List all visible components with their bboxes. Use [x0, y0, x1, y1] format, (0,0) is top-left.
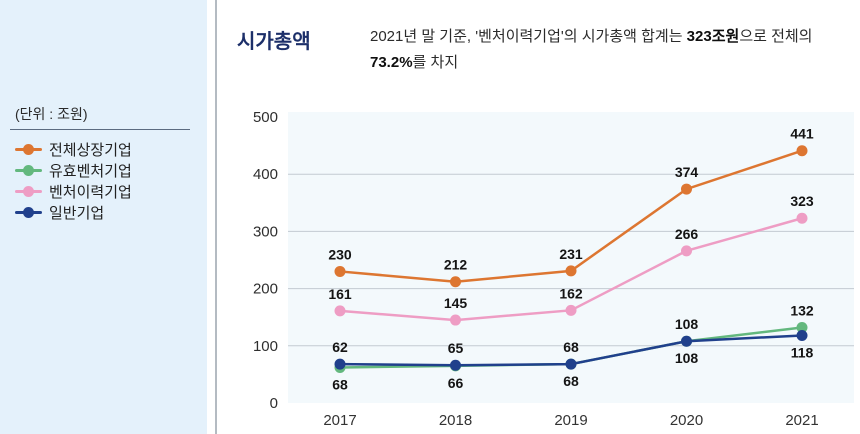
legend-item-total-listed: 전체상장기업 [15, 139, 132, 160]
x-axis-label: 2020 [670, 412, 703, 429]
data-label: 374 [675, 164, 699, 180]
data-label: 68 [332, 377, 348, 393]
y-axis-tick: 0 [270, 395, 278, 412]
y-axis-tick: 300 [253, 223, 278, 240]
chart-description: 2021년 말 기준, '벤처이력기업'의 시가총액 합계는 323조원으로 전… [370, 24, 812, 76]
data-label: 266 [675, 226, 699, 242]
data-point [681, 245, 692, 257]
data-label: 108 [675, 316, 699, 332]
data-label: 162 [559, 285, 583, 301]
data-point [681, 335, 692, 347]
legend-marker-icon [15, 144, 42, 155]
data-label: 68 [563, 373, 579, 389]
data-label: 441 [790, 126, 814, 142]
desc-text: 으로 전체의 [739, 28, 813, 45]
legend-divider [10, 129, 190, 130]
data-label: 161 [328, 286, 352, 302]
x-axis-label: 2017 [323, 412, 356, 429]
data-label: 68 [563, 339, 579, 355]
x-axis-label: 2021 [785, 412, 818, 429]
data-label: 231 [559, 246, 583, 262]
data-point [565, 358, 577, 370]
data-point [681, 183, 692, 195]
data-point [450, 314, 461, 326]
data-point [565, 265, 577, 277]
y-axis-tick: 400 [253, 166, 278, 183]
y-axis-tick: 500 [253, 109, 278, 126]
y-axis-tick: 200 [253, 281, 278, 298]
page-title: 시가총액 [237, 31, 311, 53]
desc-highlight-percent: 73.2% [370, 54, 413, 71]
data-point [334, 305, 346, 317]
data-point [565, 304, 577, 316]
data-label: 323 [790, 193, 814, 209]
data-point [334, 358, 346, 370]
legend-label: 전체상장기업 [49, 142, 132, 159]
data-point [796, 321, 808, 333]
data-label: 66 [448, 375, 464, 391]
desc-text: 를 차지 [412, 54, 459, 71]
legend-label: 일반기업 [49, 205, 105, 222]
data-point [450, 359, 461, 371]
data-label: 212 [444, 257, 468, 273]
legend-item-general: 일반기업 [15, 202, 132, 223]
plot-area [288, 112, 854, 403]
data-label: 118 [791, 345, 814, 361]
data-point [796, 212, 808, 224]
data-point [450, 276, 461, 288]
y-axis-tick: 100 [253, 338, 278, 355]
data-point [796, 330, 808, 342]
legend: 전체상장기업 유효벤처기업 벤처이력기업 일반기업 [15, 139, 132, 223]
data-point [334, 265, 346, 277]
legend-item-venture-history: 벤처이력기업 [15, 181, 132, 202]
data-label: 62 [332, 339, 348, 355]
data-label: 108 [675, 350, 699, 366]
x-axis-label: 2018 [439, 412, 472, 429]
data-label: 65 [448, 340, 464, 356]
x-axis-label: 2019 [554, 412, 587, 429]
desc-highlight-value: 323조원 [686, 28, 740, 45]
legend-item-active-venture: 유효벤처기업 [15, 160, 132, 181]
panel-divider [215, 0, 217, 434]
legend-marker-icon [15, 186, 42, 197]
legend-label: 벤처이력기업 [49, 184, 132, 201]
desc-text: 2021년 말 기준, '벤처이력기업'의 시가총액 합계는 [370, 28, 687, 45]
legend-marker-icon [15, 207, 42, 218]
data-point [796, 145, 808, 157]
legend-panel: (단위 : 조원) 전체상장기업 유효벤처기업 벤처이력기업 일반기업 [0, 0, 207, 434]
legend-marker-icon [15, 165, 42, 176]
unit-label: (단위 : 조원) [15, 106, 88, 122]
data-label: 132 [790, 302, 814, 318]
data-label: 230 [328, 246, 352, 262]
legend-label: 유효벤처기업 [49, 163, 132, 180]
data-label: 145 [444, 295, 468, 311]
